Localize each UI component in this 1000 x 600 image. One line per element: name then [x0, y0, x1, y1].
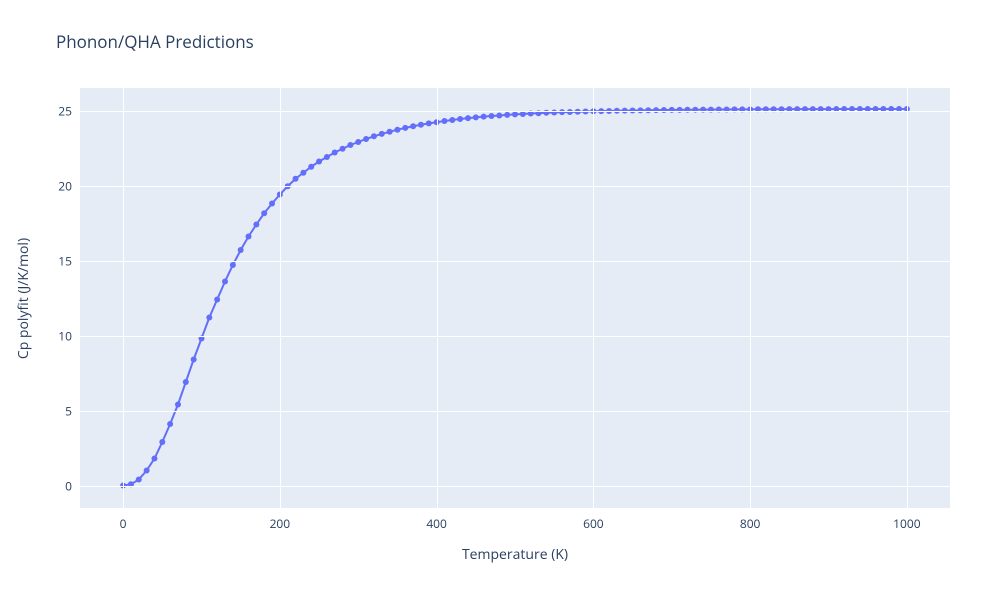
data-marker[interactable] [402, 125, 408, 131]
data-marker[interactable] [222, 279, 228, 285]
data-marker[interactable] [731, 106, 737, 112]
data-marker[interactable] [230, 262, 236, 268]
plot-area [80, 88, 950, 508]
y-tick-label: 10 [32, 327, 72, 344]
data-marker[interactable] [465, 115, 471, 121]
x-tick-label: 800 [740, 515, 761, 532]
data-line[interactable] [123, 109, 907, 486]
data-marker[interactable] [457, 116, 463, 122]
data-marker[interactable] [347, 142, 353, 148]
data-marker[interactable] [308, 164, 314, 170]
gridline-vertical [280, 88, 281, 508]
data-marker[interactable] [583, 109, 589, 115]
data-marker[interactable] [144, 468, 150, 474]
data-marker[interactable] [512, 111, 518, 117]
data-marker[interactable] [394, 127, 400, 133]
gridline-horizontal [80, 261, 950, 262]
data-marker[interactable] [496, 112, 502, 118]
data-marker[interactable] [418, 122, 424, 128]
data-marker[interactable] [355, 139, 361, 145]
data-marker[interactable] [488, 113, 494, 119]
data-marker[interactable] [183, 379, 189, 385]
gridline-horizontal [80, 486, 950, 487]
y-axis-label: Cp polyfit (J/K/mol) [14, 88, 34, 508]
y-tick-label: 25 [32, 102, 72, 119]
data-marker[interactable] [716, 107, 722, 113]
data-marker[interactable] [332, 150, 338, 156]
data-marker[interactable] [136, 477, 142, 483]
data-marker[interactable] [206, 315, 212, 321]
gridline-horizontal [80, 336, 950, 337]
gridline-vertical [123, 88, 124, 508]
y-tick-label: 15 [32, 252, 72, 269]
data-marker[interactable] [379, 131, 385, 137]
data-marker[interactable] [253, 222, 259, 228]
gridline-vertical [593, 88, 594, 508]
data-marker[interactable] [724, 106, 730, 112]
data-marker[interactable] [520, 111, 526, 117]
data-marker[interactable] [300, 170, 306, 176]
data-marker[interactable] [441, 118, 447, 124]
x-axis-label: Temperature (K) [80, 545, 950, 564]
data-marker[interactable] [151, 456, 157, 462]
data-marker[interactable] [371, 133, 377, 139]
data-marker[interactable] [324, 154, 330, 160]
x-tick-label: 1000 [893, 515, 920, 532]
data-marker[interactable] [363, 136, 369, 142]
data-marker[interactable] [261, 210, 267, 216]
data-marker[interactable] [473, 114, 479, 120]
data-marker[interactable] [167, 421, 173, 427]
data-marker[interactable] [191, 357, 197, 363]
data-marker[interactable] [410, 123, 416, 129]
y-tick-label: 0 [32, 477, 72, 494]
x-tick-label: 400 [426, 515, 447, 532]
data-marker[interactable] [481, 114, 487, 120]
data-marker[interactable] [246, 234, 252, 240]
data-marker[interactable] [316, 159, 322, 165]
data-marker[interactable] [175, 402, 181, 408]
data-marker[interactable] [293, 176, 299, 182]
x-tick-label: 0 [120, 515, 127, 532]
gridline-horizontal [80, 111, 950, 112]
gridline-vertical [750, 88, 751, 508]
data-marker[interactable] [214, 297, 220, 303]
x-tick-label: 200 [270, 515, 291, 532]
data-marker[interactable] [159, 439, 165, 445]
chart-svg [80, 88, 950, 508]
data-marker[interactable] [449, 117, 455, 123]
data-marker[interactable] [504, 112, 510, 118]
data-marker[interactable] [340, 146, 346, 152]
data-marker[interactable] [426, 120, 432, 126]
x-tick-label: 600 [583, 515, 604, 532]
chart-title: Phonon/QHA Predictions [56, 30, 254, 53]
gridline-horizontal [80, 411, 950, 412]
y-tick-label: 5 [32, 402, 72, 419]
gridline-vertical [437, 88, 438, 508]
gridline-vertical [907, 88, 908, 508]
y-tick-label: 20 [32, 177, 72, 194]
gridline-horizontal [80, 186, 950, 187]
data-marker[interactable] [269, 201, 275, 207]
data-marker[interactable] [238, 247, 244, 253]
data-marker[interactable] [387, 129, 393, 135]
